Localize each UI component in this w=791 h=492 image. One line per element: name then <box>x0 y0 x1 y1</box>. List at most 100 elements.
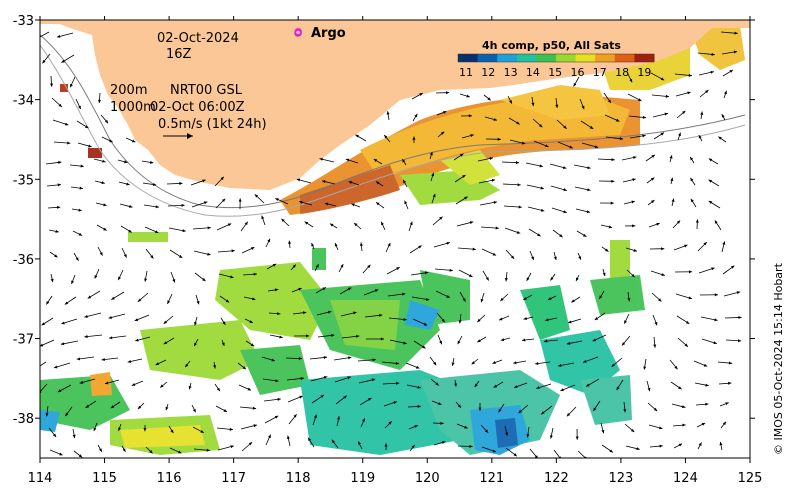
current-arrow-head <box>678 443 683 447</box>
current-arrow-head <box>573 83 577 87</box>
current-arrow-head <box>417 404 421 409</box>
argo-legend-label: Argo <box>311 26 346 41</box>
current-arrow-head <box>417 385 421 389</box>
current-arrow-head <box>474 383 478 388</box>
current-arrow-head <box>478 407 482 411</box>
current-arrow-head <box>721 114 725 118</box>
current-arrow-head <box>299 200 303 204</box>
current-arrow-head <box>630 428 635 433</box>
current-arrow-head <box>300 377 304 381</box>
current-arrow-head <box>690 177 694 182</box>
current-arrow-head <box>658 298 662 302</box>
current-arrow-head <box>682 423 686 427</box>
current-arrow-head <box>493 117 497 121</box>
current-arrow-head <box>698 135 702 139</box>
colorbar <box>457 53 655 63</box>
colorbar-segment <box>497 54 518 62</box>
current-arrow-head <box>550 277 554 281</box>
current-arrow-head <box>57 205 61 209</box>
current-arrow <box>40 31 50 38</box>
current-arrow-head <box>206 448 210 452</box>
current-arrow-head <box>108 315 112 319</box>
current-arrow-head <box>84 314 88 318</box>
current-arrow-head <box>676 220 681 224</box>
current-arrow-head <box>631 200 635 204</box>
current-arrow-head <box>362 418 365 422</box>
current-arrow-head <box>633 248 637 252</box>
current-arrow-head <box>462 298 466 302</box>
current-arrow-head <box>470 134 474 138</box>
current-arrow-head <box>464 196 468 200</box>
current-arrow-head <box>651 200 655 204</box>
current-arrow-head <box>57 183 62 187</box>
colorbar-tick-label: 13 <box>504 66 518 79</box>
current-arrow-head <box>594 317 599 321</box>
current-arrow-head <box>642 115 647 119</box>
current-arrow-head <box>654 321 658 326</box>
plot-frame <box>39 19 751 459</box>
current-arrow-head <box>688 296 692 300</box>
current-arrow-head <box>714 220 718 224</box>
current-arrow-head <box>517 183 521 187</box>
current-arrow-head <box>144 278 148 282</box>
current-arrow-head <box>446 241 450 245</box>
current-arrow-head <box>128 229 132 233</box>
current-arrow-head <box>150 255 154 259</box>
current-arrow-head <box>268 434 271 439</box>
current-arrow-head <box>272 263 277 267</box>
current-arrow-head <box>705 402 709 406</box>
current-arrow-head <box>611 363 616 367</box>
current-arrow-head <box>250 343 255 347</box>
current-arrow-head <box>540 208 545 212</box>
current-arrow-head <box>359 242 363 246</box>
colorbar-tick-label: 12 <box>481 66 495 79</box>
current-arrow-head <box>722 421 726 426</box>
product-time-label: 02-Oct 06:00Z <box>150 100 245 115</box>
current-arrow-head <box>98 448 102 452</box>
lon-tick-label: 118 <box>286 471 311 486</box>
colorbar-tick-label: 15 <box>548 66 562 79</box>
current-arrow-head <box>643 366 647 370</box>
current-arrow-head <box>402 159 406 163</box>
current-arrow-head <box>581 105 585 110</box>
current-arrow-head <box>711 267 715 271</box>
colorbar-segment <box>458 54 479 62</box>
current-arrow-head <box>632 178 636 182</box>
current-arrow-head <box>423 322 428 326</box>
current-arrow-head <box>78 454 83 458</box>
current-arrow-head <box>85 404 89 408</box>
current-arrow-head <box>627 298 631 302</box>
current-arrow-head <box>624 320 627 324</box>
current-arrow-head <box>431 172 435 177</box>
current-arrow-head <box>522 338 526 342</box>
current-arrow-head <box>575 436 579 440</box>
current-arrow-head <box>495 226 499 230</box>
current-arrow-head <box>381 221 384 226</box>
current-arrow-head <box>518 205 522 209</box>
current-arrow-head <box>718 136 722 140</box>
colorbar-segment <box>634 54 655 62</box>
current-arrow-head <box>221 198 226 203</box>
current-arrow-head <box>457 340 461 345</box>
current-arrow-head <box>167 300 171 304</box>
current-arrow-head <box>737 339 742 343</box>
current-arrow-head <box>84 125 89 129</box>
current-arrow-head <box>134 318 139 322</box>
current-arrow-head <box>131 382 136 386</box>
current-arrow-head <box>650 177 655 181</box>
current-arrow-head <box>547 297 552 300</box>
lon-tick-label: 125 <box>738 471 763 486</box>
lat-tick-label: -38 <box>13 412 34 427</box>
current-arrow-head <box>440 421 444 425</box>
current-arrow-head <box>539 164 543 168</box>
current-arrow-head <box>671 198 675 202</box>
current-arrow-head <box>188 385 192 390</box>
current-arrow-head <box>701 422 706 426</box>
current-arrow-head <box>393 401 397 405</box>
current-arrow-head <box>619 137 624 141</box>
current-arrow-head <box>513 361 517 365</box>
current-arrow-head <box>605 248 609 252</box>
current-arrow-head <box>440 131 445 135</box>
current-arrow-head <box>58 103 62 108</box>
current-arrow-head <box>395 361 400 365</box>
